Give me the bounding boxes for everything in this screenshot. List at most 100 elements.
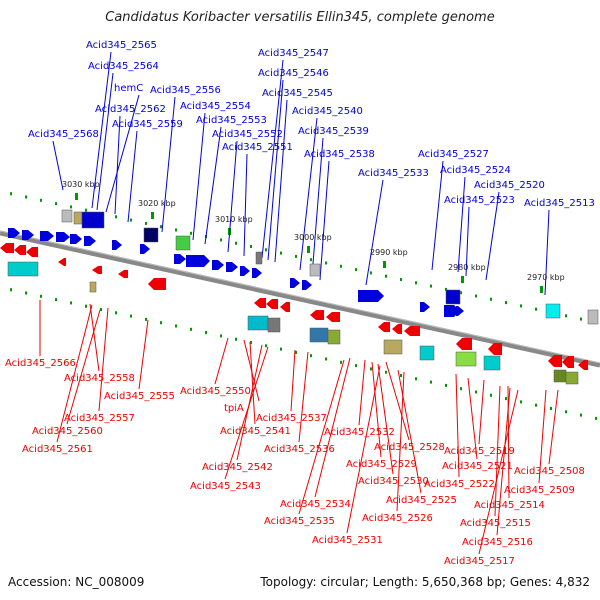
gene-label-forward: Acid345_2513 <box>524 198 595 209</box>
tick-dot <box>385 274 387 278</box>
tick-dot <box>520 400 522 404</box>
tick-dot <box>205 331 207 335</box>
gene-label-reverse: Acid345_2509 <box>504 485 575 496</box>
tick-dot <box>355 268 357 272</box>
tick-dot <box>520 304 522 308</box>
leader-line <box>192 112 206 241</box>
tick-dot <box>10 288 12 292</box>
gene-label-forward: Acid345_2564 <box>88 61 159 72</box>
reverse-gene-arrow <box>148 278 166 290</box>
leader-line <box>314 357 351 498</box>
tick-dot <box>430 284 432 288</box>
tick-dot <box>25 291 27 295</box>
tick-dot <box>550 407 552 410</box>
leader-line <box>396 371 405 512</box>
tick-dot <box>220 334 222 338</box>
tick-dot <box>190 231 192 235</box>
reverse-gene-arrow <box>0 243 14 253</box>
leader-line <box>385 361 410 441</box>
forward-gene-arrow <box>212 260 224 270</box>
tick-dot <box>415 377 417 381</box>
gene-block <box>267 317 281 333</box>
gene-label-forward: Acid345_2556 <box>150 85 221 96</box>
tick-dot <box>160 225 162 229</box>
kbp-tick <box>151 212 154 219</box>
gene-label-forward: Acid345_2546 <box>258 68 329 79</box>
leader-line <box>290 349 296 412</box>
leader-line <box>457 176 466 273</box>
tick-dot <box>175 228 177 232</box>
tick-dot <box>505 397 507 401</box>
gene-block <box>327 329 341 345</box>
forward-gene-arrow <box>56 232 70 242</box>
leader-line <box>478 389 519 555</box>
gene-block <box>545 303 561 319</box>
leader-line <box>365 179 384 286</box>
gene-block <box>247 315 269 331</box>
gene-block <box>73 211 83 225</box>
leader-line <box>138 319 149 390</box>
kbp-tick <box>461 276 464 283</box>
reverse-gene-arrow <box>404 326 420 336</box>
gene-block <box>81 211 105 229</box>
leader-line <box>431 160 444 271</box>
gene-block <box>309 263 321 277</box>
gene-label-reverse: Acid345_2526 <box>362 513 433 524</box>
kbp-tick <box>383 261 386 268</box>
leader-line <box>96 72 114 211</box>
leader-line <box>467 377 478 460</box>
leader-line <box>494 385 501 517</box>
gene-label-forward: Acid345_2552 <box>212 129 283 140</box>
forward-gene-arrow <box>358 290 384 302</box>
forward-gene-arrow <box>140 244 150 254</box>
leader-line <box>114 115 121 215</box>
gene-label-reverse: Acid345_2515 <box>460 518 531 529</box>
leader-line <box>204 126 222 245</box>
tick-dot <box>55 202 57 206</box>
leader-line <box>548 389 559 465</box>
leader-line <box>161 96 176 233</box>
kbp-label: 3000 kbp <box>294 233 332 242</box>
gene-label-reverse: tpiA <box>224 403 244 414</box>
forward-gene-arrow <box>174 254 186 264</box>
forward-labels: Acid345_2565 Acid345_2564 hemC Acid345_2562… <box>28 40 595 209</box>
gene-label-reverse: Acid345_2519 <box>444 446 515 457</box>
gene-label-reverse: Acid345_2516 <box>462 537 533 548</box>
gene-label-reverse: Acid345_2508 <box>514 466 585 477</box>
accession-text: Accession: NC_008009 <box>8 575 145 589</box>
gene-label-reverse: Acid345_2555 <box>104 391 175 402</box>
gene-block <box>175 235 191 251</box>
tick-dot <box>325 261 327 265</box>
leader-line <box>298 359 345 515</box>
tick-dot <box>580 413 582 417</box>
reverse-gene-arrow <box>548 355 562 367</box>
gene-label-forward: Acid345_2523 <box>444 195 515 206</box>
gene-label-forward: Acid345_2565 <box>86 40 157 51</box>
tick-dot <box>160 321 162 325</box>
reverse-gene-arrow <box>266 299 278 309</box>
gene-label-reverse: Acid345_2560 <box>32 426 103 437</box>
leader-line <box>227 140 238 253</box>
forward-gene-arrow <box>252 268 262 278</box>
gene-block <box>309 327 329 343</box>
tick-dot <box>565 410 567 414</box>
kbp-label: 3010 kbp <box>215 215 253 224</box>
gene-label-reverse: Acid345_2525 <box>386 495 457 506</box>
gene-label-reverse: Acid345_2537 <box>256 413 327 424</box>
tick-dot <box>445 287 447 291</box>
gene-label-reverse: Acid345_2529 <box>346 459 417 470</box>
tick-dot <box>535 403 537 407</box>
outer-tick-row <box>10 192 597 324</box>
tick-dot <box>490 393 492 397</box>
tick-dot <box>370 271 372 275</box>
leader-line <box>249 341 256 425</box>
tick-dot <box>460 387 462 391</box>
gene-block <box>455 351 477 367</box>
leader-line <box>358 359 366 426</box>
kbp-tick <box>307 246 310 253</box>
forward-gene-arrow <box>420 302 430 312</box>
tick-dot <box>385 370 387 374</box>
leader-line <box>478 379 485 445</box>
gene-label-reverse: Acid345_2530 <box>358 476 429 487</box>
